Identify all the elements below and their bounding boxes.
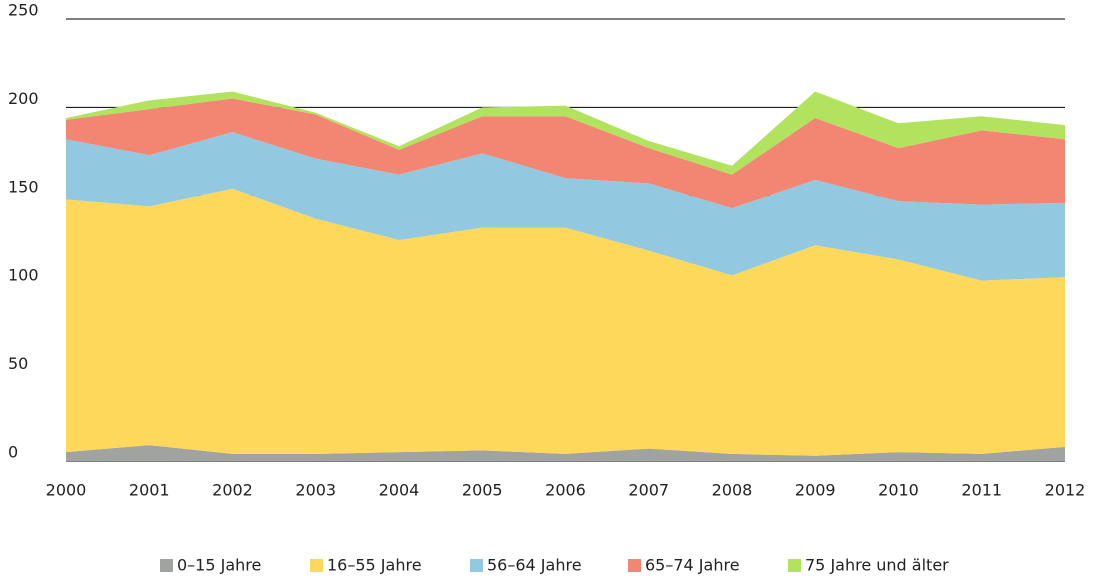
- x-tick-label: 2004: [379, 481, 420, 500]
- x-tick-label: 2012: [1045, 481, 1086, 500]
- area: [66, 98, 1065, 209]
- x-tick-label: 2010: [878, 481, 919, 500]
- y-tick-label: 0: [8, 443, 18, 462]
- legend-label: 56–64 Jahre: [487, 556, 582, 575]
- legend-swatch: [310, 559, 323, 572]
- y-tick-label: 250: [8, 1, 39, 20]
- legend-label: 0–15 Jahre: [177, 556, 261, 575]
- legend-label: 75 Jahre und älter: [805, 556, 949, 575]
- area: [66, 132, 1065, 281]
- legend-swatch: [788, 559, 801, 572]
- y-tick-label: 150: [8, 177, 39, 196]
- x-tick-label: 2006: [545, 481, 586, 500]
- x-tick-label: 2003: [295, 481, 336, 500]
- x-tick-label: 2011: [961, 481, 1002, 500]
- legend-swatch: [470, 559, 483, 572]
- y-tick-label: 200: [8, 89, 39, 108]
- y-tick-label: 50: [8, 354, 28, 373]
- y-tick-label: 100: [8, 266, 39, 285]
- area: [66, 91, 1065, 175]
- legend-label: 16–55 Jahre: [327, 556, 422, 575]
- legend-swatch: [628, 559, 641, 572]
- x-tick-label: 2002: [212, 481, 253, 500]
- x-tick-label: 2000: [46, 481, 87, 500]
- legend: 0–15 Jahre 16–55 Jahre 56–64 Jahre 65–74 Ja…: [160, 556, 949, 575]
- area: [66, 445, 1065, 461]
- area: [66, 188, 1065, 456]
- x-tick-label: 2007: [628, 481, 669, 500]
- legend-swatch: [160, 559, 173, 572]
- x-tick-label: 2008: [712, 481, 753, 500]
- legend-label: 65–74 Jahre: [645, 556, 740, 575]
- x-tick-label: 2009: [795, 481, 836, 500]
- x-tick-label: 2005: [462, 481, 503, 500]
- x-tick-label: 2001: [129, 481, 170, 500]
